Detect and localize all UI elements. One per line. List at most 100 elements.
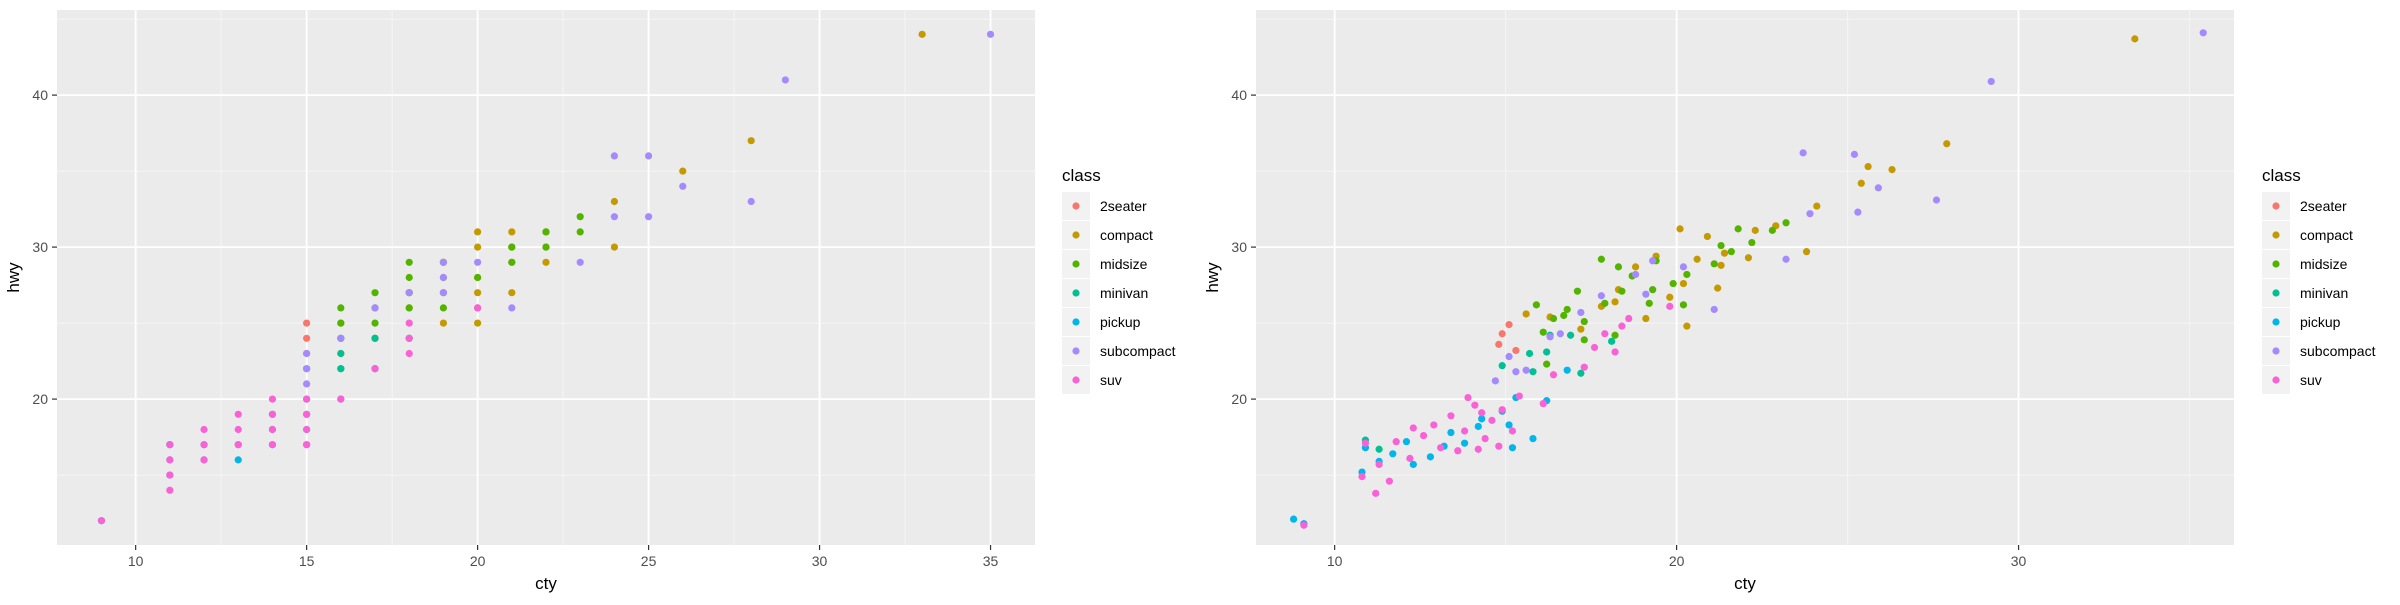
point-subcompact xyxy=(1649,257,1657,265)
point-suv xyxy=(166,441,174,449)
point-subcompact xyxy=(1932,196,1941,204)
point-compact xyxy=(1666,293,1674,301)
point-suv xyxy=(268,410,277,418)
legend-label: minivan xyxy=(1100,285,1148,301)
point-midsize xyxy=(474,273,482,282)
point-midsize xyxy=(576,213,584,221)
point-subcompact xyxy=(1987,77,1995,86)
point-pickup xyxy=(1529,435,1537,443)
point-suv xyxy=(1625,314,1633,323)
point-midsize xyxy=(1727,248,1735,256)
point-midsize xyxy=(1614,263,1623,271)
point-compact xyxy=(1943,140,1951,148)
point-midsize xyxy=(439,304,448,312)
point-subcompact xyxy=(405,289,413,297)
point-pickup xyxy=(1474,422,1482,431)
point-compact xyxy=(610,197,618,206)
y-axis-title: hwy xyxy=(1203,262,1222,293)
y-tick-label: 20 xyxy=(1231,391,1247,407)
point-suv xyxy=(1447,412,1455,420)
point-pickup xyxy=(1563,366,1571,374)
point-compact xyxy=(1703,232,1711,241)
point-suv xyxy=(303,410,311,418)
point-minivan xyxy=(1529,368,1537,376)
point-subcompact xyxy=(1597,292,1605,300)
legend-swatch-midsize xyxy=(1072,260,1080,268)
point-compact xyxy=(1577,325,1585,333)
point-suv xyxy=(166,471,174,479)
point-compact xyxy=(508,228,516,236)
point-compact xyxy=(474,319,482,327)
point-subcompact xyxy=(303,380,311,388)
legend-label: midsize xyxy=(1100,256,1148,272)
point-subcompact xyxy=(1505,352,1513,361)
point-suv xyxy=(1358,473,1366,481)
point-suv xyxy=(474,304,482,312)
point-suv xyxy=(405,319,413,327)
point-suv xyxy=(1392,438,1400,446)
point-subcompact xyxy=(1782,255,1790,263)
point-suv xyxy=(1300,521,1308,529)
point-suv xyxy=(1478,409,1486,417)
point-pickup xyxy=(1460,439,1469,447)
point-suv xyxy=(1409,424,1417,432)
point-suv xyxy=(200,441,208,449)
point-suv xyxy=(234,425,242,434)
point-subcompact xyxy=(474,258,482,266)
point-subcompact xyxy=(1679,263,1688,271)
legend-swatch-subcompact xyxy=(2272,347,2280,355)
point-suv xyxy=(405,349,413,358)
x-tick-label: 20 xyxy=(1669,553,1685,569)
point-midsize xyxy=(1748,238,1756,247)
y-tick-label: 40 xyxy=(32,87,48,103)
point-suv xyxy=(1385,477,1393,485)
point-2seater xyxy=(303,334,311,342)
point-suv xyxy=(1419,431,1428,440)
point-subcompact xyxy=(1522,366,1530,374)
point-midsize xyxy=(1768,226,1776,234)
point-suv xyxy=(1580,363,1588,371)
legend-swatch-pickup xyxy=(1072,318,1080,326)
point-subcompact xyxy=(747,197,755,206)
point-suv xyxy=(268,425,277,434)
point-midsize xyxy=(1782,219,1790,227)
point-suv xyxy=(1508,427,1517,435)
point-midsize xyxy=(1669,279,1677,288)
point-2seater xyxy=(1495,340,1503,348)
x-axis-title: cty xyxy=(1734,574,1756,593)
point-compact xyxy=(2131,35,2139,43)
legend-1: class 2seater compact midsize minivan pickup s… xyxy=(1062,166,1176,394)
legend-swatch-2seater xyxy=(1072,202,1080,210)
legend-swatch-subcompact xyxy=(1072,347,1080,355)
point-compact xyxy=(1857,179,1865,187)
point-2seater xyxy=(303,319,311,327)
point-suv xyxy=(1495,442,1503,450)
point-suv xyxy=(268,441,277,449)
y-tick-label: 30 xyxy=(32,239,48,255)
point-compact xyxy=(1522,310,1530,318)
point-minivan xyxy=(1525,349,1534,358)
point-compact xyxy=(1802,248,1811,256)
legend-swatch-minivan xyxy=(1072,289,1080,297)
point-compact xyxy=(679,167,687,175)
point-suv xyxy=(1464,393,1472,402)
point-subcompact xyxy=(1854,208,1862,216)
point-suv xyxy=(1361,439,1370,447)
point-compact xyxy=(1888,165,1896,174)
point-2seater xyxy=(1505,321,1513,329)
point-midsize xyxy=(1543,360,1551,368)
point-minivan xyxy=(1608,337,1616,345)
point-midsize xyxy=(508,243,516,251)
legend-label: pickup xyxy=(1100,314,1141,330)
point-suv xyxy=(1549,371,1558,379)
point-subcompact xyxy=(576,258,584,266)
legend-title: class xyxy=(2262,166,2301,185)
point-subcompact xyxy=(303,349,311,358)
point-compact xyxy=(1676,225,1684,233)
point-subcompact xyxy=(1642,290,1650,298)
point-compact xyxy=(1720,249,1729,257)
legend-swatch-compact xyxy=(2272,231,2280,239)
y-tick-label: 20 xyxy=(32,391,48,407)
x-tick-label: 15 xyxy=(299,553,315,569)
point-suv xyxy=(1474,445,1482,453)
